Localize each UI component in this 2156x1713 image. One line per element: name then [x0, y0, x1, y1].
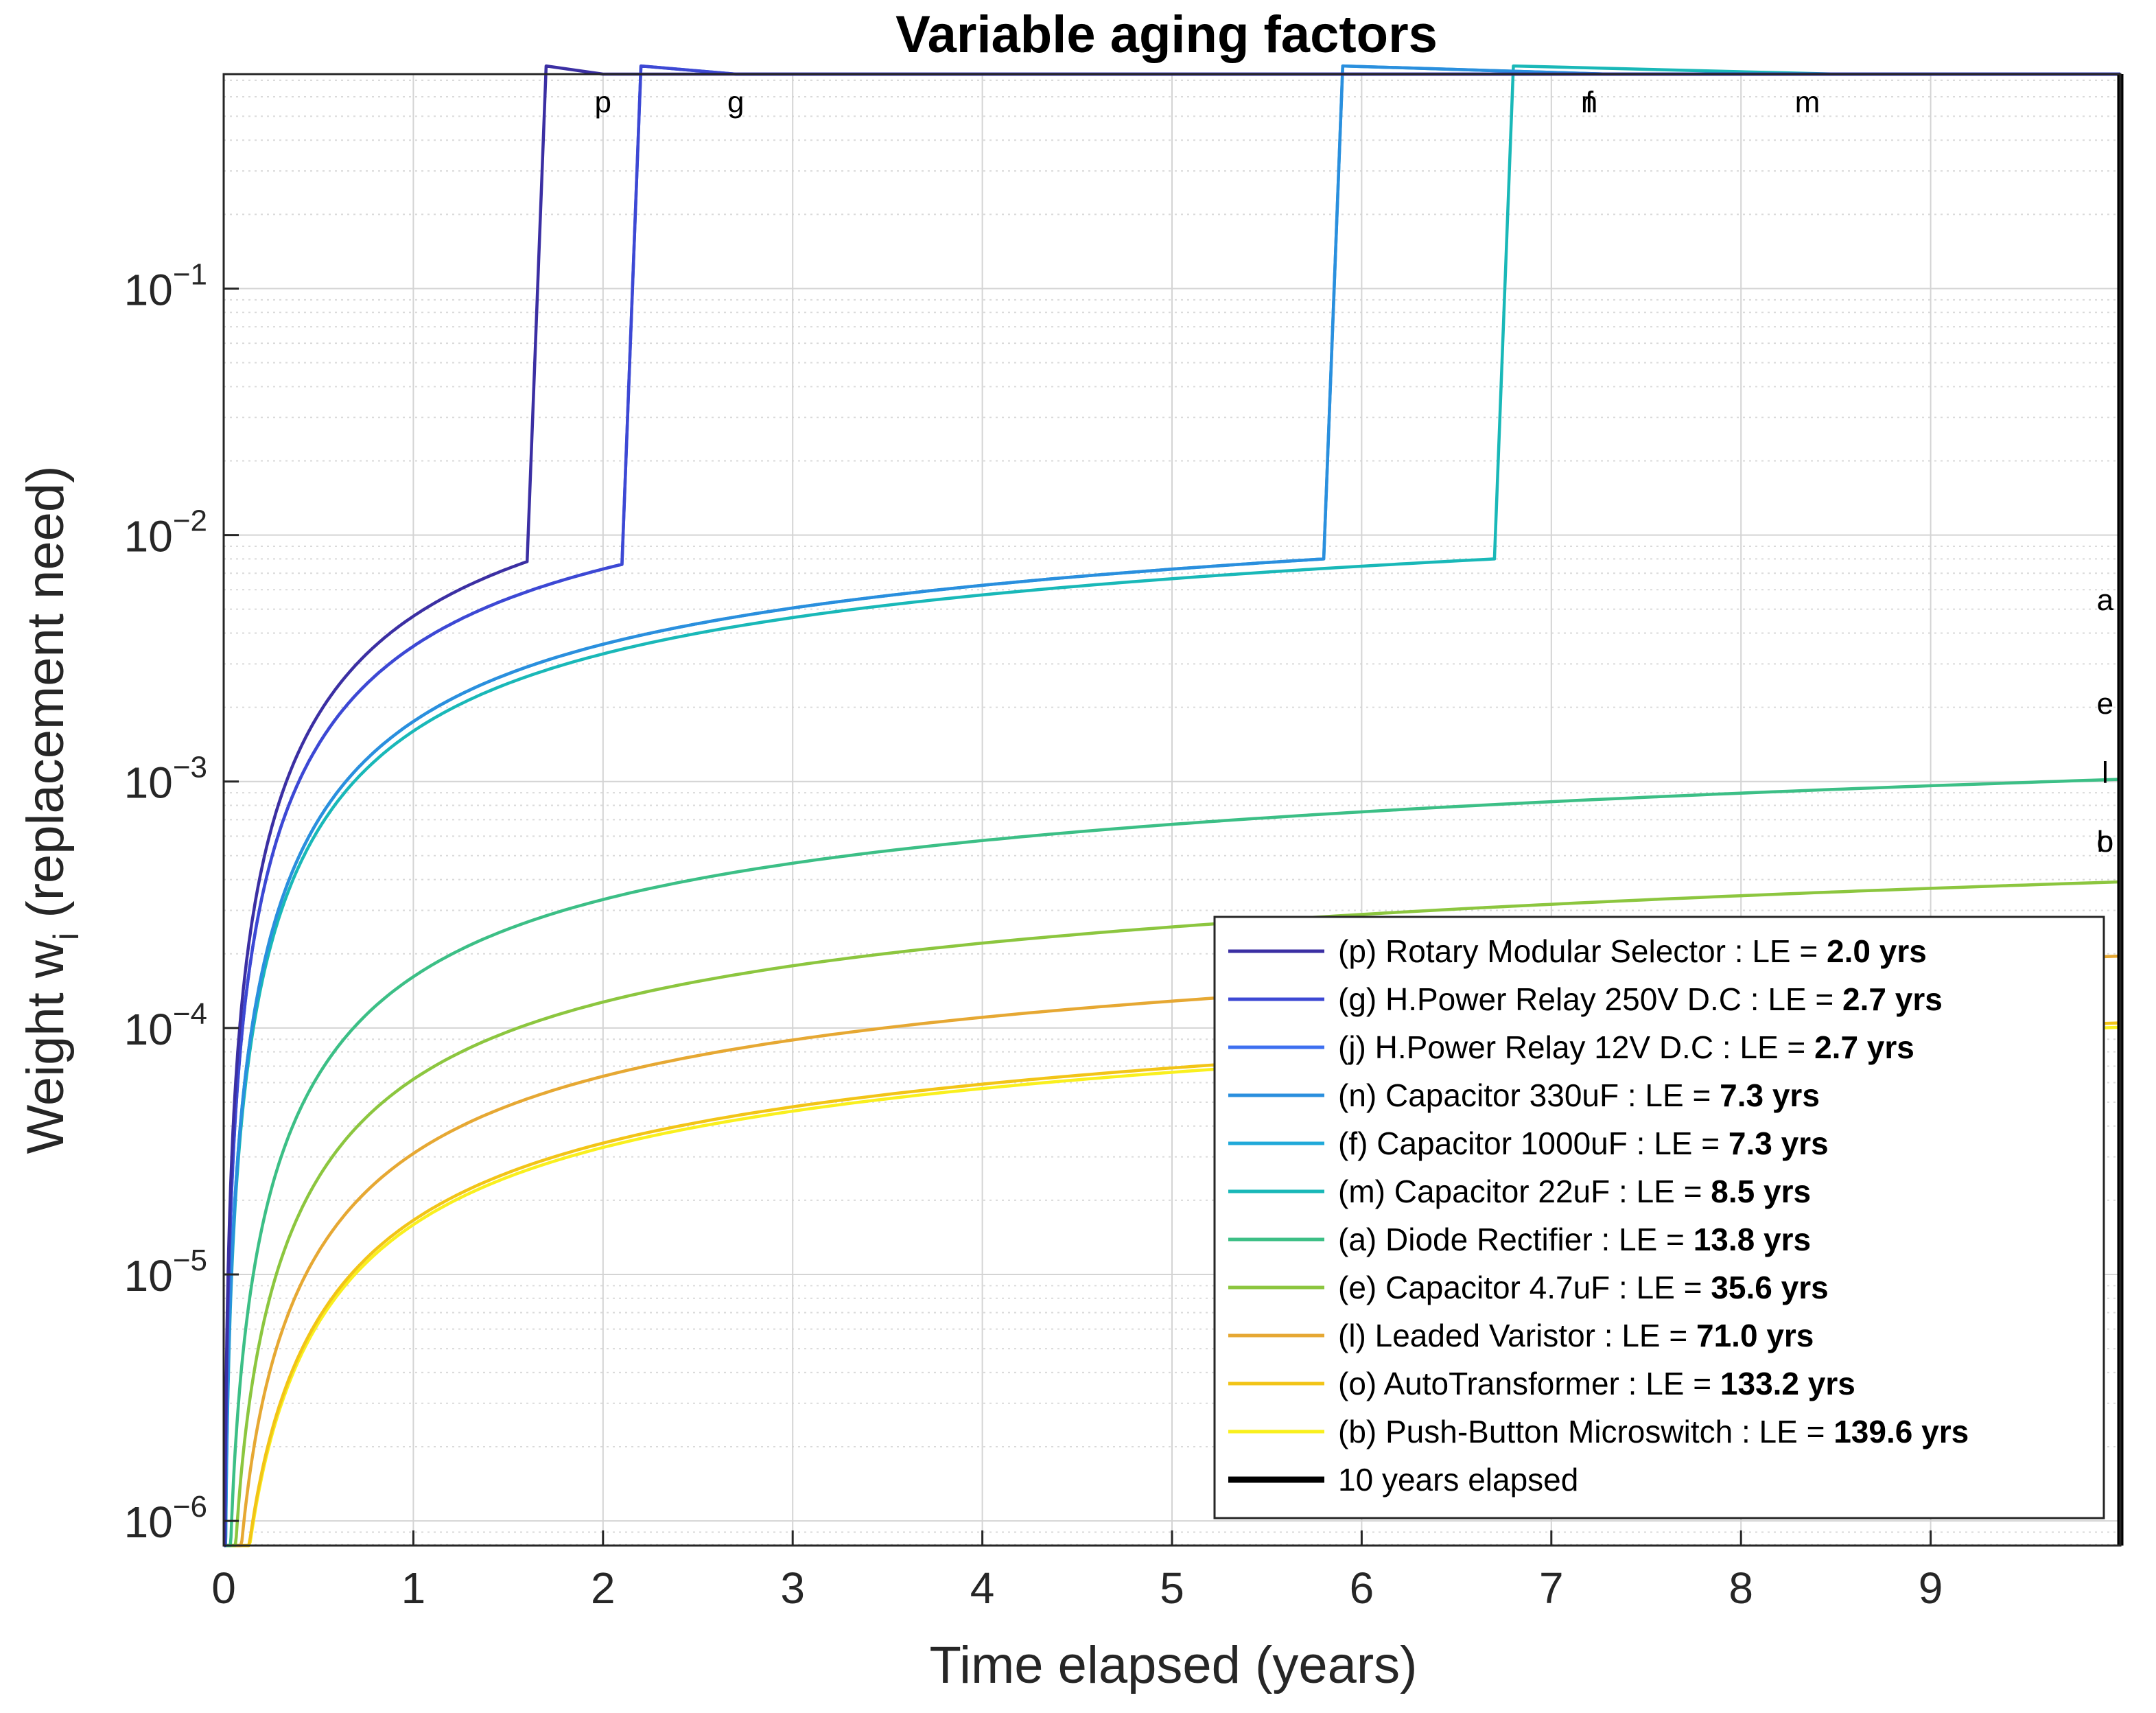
- curve-label-p: p: [595, 86, 611, 119]
- x-tick-label: 0: [211, 1563, 236, 1613]
- legend-entry-l: (l) Leaded Varistor : LE = 71.0 yrs: [1338, 1318, 1814, 1353]
- series-line-a: [222, 778, 2121, 1548]
- x-tick-label: 9: [1919, 1563, 1943, 1613]
- y-tick-label: 10−3: [124, 751, 207, 808]
- chart-title: Variable aging factors: [895, 5, 1438, 64]
- curve-label-layer: p g nf m a e l ob: [595, 86, 2114, 859]
- curve-label-l: l: [2102, 756, 2109, 789]
- curve-label-f: f: [1585, 86, 1594, 119]
- legend-entry-f: (f) Capacitor 1000uF : LE = 7.3 yrs: [1338, 1126, 1829, 1161]
- series-line-n: [222, 64, 2120, 1548]
- x-tick-label: 4: [970, 1563, 995, 1613]
- curve-label-m: m: [1795, 86, 1820, 119]
- legend-entry-e: (e) Capacitor 4.7uF : LE = 35.6 yrs: [1338, 1270, 1829, 1305]
- legend-entry-marker: 10 years elapsed: [1338, 1462, 1578, 1498]
- legend-entry-g: (g) H.Power Relay 250V D.C : LE = 2.7 yr…: [1338, 981, 1943, 1017]
- x-tick-label: 6: [1350, 1563, 1374, 1613]
- curve-label-e: e: [2097, 687, 2113, 721]
- x-tick-label: 8: [1729, 1563, 1753, 1613]
- x-axis-label: Time elapsed (years): [930, 1636, 1418, 1694]
- y-tick-label: 10−6: [124, 1490, 207, 1547]
- series-line-e: [222, 880, 2121, 1548]
- x-tick-label: 2: [591, 1563, 616, 1613]
- legend-entry-b: (b) Push-Button Microswitch : LE = 139.6…: [1338, 1414, 1969, 1449]
- legend-entry-n: (n) Capacitor 330uF : LE = 7.3 yrs: [1338, 1077, 1820, 1113]
- curve-label-b: b: [2097, 825, 2113, 859]
- y-tick-label: 10−2: [124, 504, 207, 561]
- x-tick-label: 5: [1160, 1563, 1184, 1613]
- x-tick-label: 3: [780, 1563, 805, 1613]
- y-tick-label: 10−4: [124, 997, 207, 1054]
- curve-label-n: n: [1581, 86, 1597, 119]
- series-line-p: [222, 64, 2120, 1548]
- x-tick-label: 1: [401, 1563, 426, 1613]
- y-tick-label: 10−5: [124, 1244, 207, 1301]
- legend-box: [1213, 916, 2105, 1519]
- legend-entry-p: (p) Rotary Modular Selector : LE = 2.0 y…: [1338, 933, 1927, 969]
- y-axis-label-main: Weight w: [16, 940, 75, 1154]
- legend-entry-m: (m) Capacitor 22uF : LE = 8.5 yrs: [1338, 1174, 1811, 1209]
- x-tick-label: 7: [1539, 1563, 1564, 1613]
- legend-entry-a: (a) Diode Rectifier : LE = 13.8 yrs: [1338, 1222, 1811, 1257]
- curve-label-a: a: [2097, 583, 2114, 617]
- tick-layer: 10−1 10−2 10−3 10−4 10−5 10−60 1 2 3 4 5 6 7 8 9: [124, 257, 1943, 1613]
- legend-entry-j: (j) H.Power Relay 12V D.C : LE = 2.7 yrs: [1338, 1029, 1914, 1065]
- curve-label-o: o: [2097, 825, 2113, 859]
- y-axis-label-rest: (replacement need): [16, 466, 75, 933]
- y-axis-label-subscript: i: [47, 933, 86, 941]
- curve-label-g: g: [727, 86, 744, 119]
- legend-entry-o: (o) AutoTransformer : LE = 133.2 yrs: [1338, 1366, 1855, 1401]
- y-tick-label: 10−1: [124, 257, 207, 314]
- y-axis-label: Weight wi (replacement need): [16, 466, 86, 1154]
- legend: (p) Rotary Modular Selector : LE = 2.0 y…: [1213, 916, 2105, 1519]
